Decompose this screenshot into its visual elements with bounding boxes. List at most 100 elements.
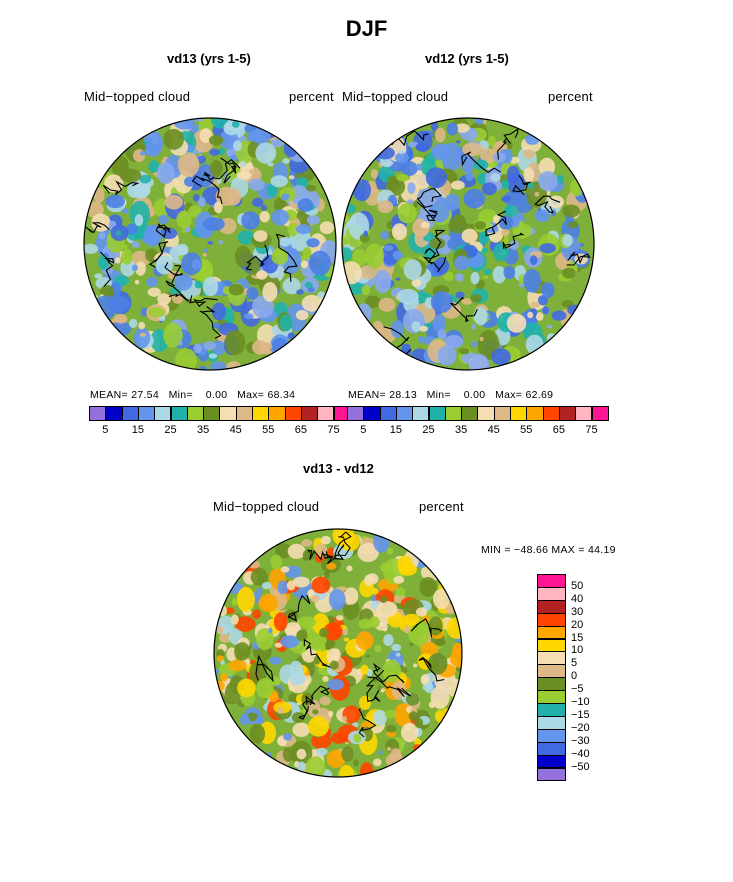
- colorbar-cell: [537, 625, 566, 640]
- colorbar-tick-label: −40: [571, 747, 590, 760]
- colorbar-cell: [537, 741, 566, 756]
- colorbar-tick-label: 65: [552, 424, 566, 436]
- colorbar-cell: [379, 406, 397, 421]
- colorbar-tick-label: 15: [571, 631, 584, 644]
- colorbar-tick-label: 35: [454, 424, 468, 436]
- colorbar-cell: [575, 406, 593, 421]
- panel2-mean-label: MEAN=: [348, 389, 386, 401]
- colorbar-tick-label: 65: [294, 424, 308, 436]
- colorbar-tick-label: −30: [571, 734, 590, 747]
- colorbar-cell: [537, 612, 566, 627]
- panel2-units-label: percent: [548, 89, 593, 104]
- colorbar-tick-label: 35: [196, 424, 210, 436]
- colorbar-tick-label: 25: [164, 424, 177, 436]
- colorbar-cell: [510, 406, 528, 421]
- colorbar-tick-label: 5: [102, 424, 109, 436]
- colorbar-tick-label: 75: [327, 424, 340, 436]
- colorbar-cell: [284, 406, 302, 421]
- panel2-polar-map: [341, 117, 595, 371]
- panel1-units-label: percent: [289, 89, 334, 104]
- colorbar-cell: [591, 406, 609, 421]
- panel2-min-label: Min=: [426, 389, 451, 401]
- colorbar-tick-label: 5: [571, 657, 578, 670]
- colorbar-cell: [235, 406, 253, 421]
- colorbar-cell: [537, 664, 566, 679]
- colorbar-cell: [537, 767, 566, 782]
- colorbar-tick-label: −15: [571, 708, 590, 721]
- colorbar-cell: [219, 406, 237, 421]
- colorbar-cell: [137, 406, 156, 421]
- colorbar-cell: [395, 406, 414, 421]
- colorbar-tick-label: −5: [571, 683, 584, 696]
- colorbar-tick-label: 15: [131, 424, 145, 436]
- panel1-max-label: Max=: [237, 389, 265, 401]
- colorbar-cell: [121, 406, 139, 421]
- panel1-polar-map: [83, 117, 337, 371]
- colorbar-cell: [105, 406, 123, 421]
- colorbar-tick-label: 5: [360, 424, 367, 436]
- colorbar-tick-label: 25: [422, 424, 435, 436]
- panel2-mean-value: 28.13: [389, 389, 417, 401]
- colorbar-cell: [537, 677, 566, 692]
- panel2-max-value: 62.69: [525, 389, 554, 401]
- colorbar-tick-label: −10: [571, 696, 590, 708]
- colorbar-cell: [428, 406, 446, 421]
- colorbar-cell: [537, 574, 566, 588]
- diff-units-label: percent: [419, 499, 464, 514]
- colorbar-tick-label: 20: [571, 618, 584, 631]
- colorbar-cell: [363, 406, 381, 421]
- colorbar-cell: [558, 406, 577, 421]
- colorbar-tick-label: 75: [585, 424, 598, 436]
- colorbar-cell: [444, 406, 463, 421]
- colorbar-cell: [537, 715, 566, 730]
- panel1-min-value: 0.00: [205, 389, 228, 401]
- colorbar-tick-label: 15: [389, 424, 403, 436]
- diff-polar-map: [213, 528, 463, 778]
- panel2-stats: MEAN= 28.13 Min= 0.00 Max= 62.69: [348, 389, 553, 401]
- colorbar-cell: [537, 754, 566, 769]
- colorbar-cell: [526, 406, 544, 421]
- colorbar-cell: [537, 599, 566, 614]
- diff-title: vd13 - vd12: [303, 461, 374, 476]
- colorbar-cell: [537, 586, 566, 601]
- panel2-min-value: 0.00: [463, 389, 486, 401]
- colorbar-cell: [537, 728, 566, 743]
- colorbar-tick-label: −20: [571, 721, 590, 734]
- panel2-variable-label: Mid−topped cloud: [342, 89, 449, 104]
- colorbar-tick-label: 40: [571, 592, 584, 605]
- panel1-min-label: Min=: [168, 389, 193, 401]
- colorbar-tick-label: 0: [571, 670, 578, 683]
- panel2-max-label: Max=: [495, 389, 523, 401]
- panel1-max-value: 68.34: [267, 389, 296, 401]
- colorbar-cell: [203, 406, 221, 421]
- colorbar-cell: [537, 651, 566, 666]
- colorbar-cell: [89, 406, 107, 421]
- colorbar-cell: [154, 406, 172, 421]
- figure-title: DJF: [345, 16, 388, 41]
- colorbar-cell: [542, 406, 560, 421]
- panel1-mean-value: 27.54: [131, 389, 159, 401]
- colorbar-tick-label: 45: [229, 424, 242, 436]
- panel1-mean-label: MEAN=: [90, 389, 128, 401]
- colorbar-tick-label: 30: [571, 605, 584, 618]
- colorbar-cell: [317, 406, 335, 421]
- colorbar-cell: [170, 406, 188, 421]
- colorbar-cell: [186, 406, 205, 421]
- colorbar-cell: [477, 406, 495, 421]
- colorbar-cell: [461, 406, 479, 421]
- colorbar-tick-label: 55: [520, 424, 533, 436]
- colorbar-tick-label: 10: [571, 644, 584, 657]
- panel1-stats: MEAN= 27.54 Min= 0.00 Max= 68.34: [90, 389, 295, 401]
- panel1-variable-label: Mid−topped cloud: [84, 89, 191, 104]
- colorbar-tick-label: 50: [571, 579, 584, 592]
- colorbar-cell: [493, 406, 511, 421]
- diff-range-text: MIN = −48.66 MAX = 44.19: [481, 544, 616, 556]
- colorbar-cell: [412, 406, 430, 421]
- colorbar-cell: [347, 406, 365, 421]
- panel2-title: vd12 (yrs 1-5): [425, 51, 509, 66]
- colorbar-cell: [537, 638, 566, 653]
- colorbar-cell: [537, 690, 566, 704]
- colorbar-cell: [537, 703, 566, 717]
- colorbar-cell: [268, 406, 286, 421]
- colorbar-tick-label: 45: [487, 424, 500, 436]
